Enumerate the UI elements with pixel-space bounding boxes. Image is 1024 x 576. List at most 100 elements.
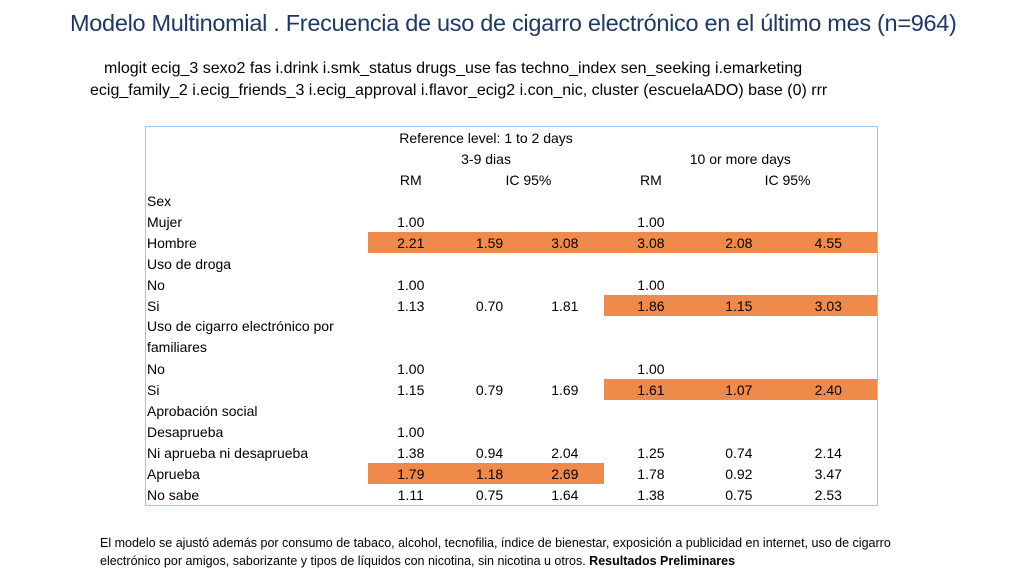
row-value: 0.94	[475, 444, 504, 461]
row-value	[526, 253, 604, 274]
table-row: Uso de droga	[146, 253, 877, 274]
row-label: Mujer	[147, 213, 183, 230]
table-row: Uso de cigarro electrónico por familiare…	[146, 316, 877, 358]
row-value: 0.79	[475, 381, 504, 398]
row-value: 1.00	[397, 423, 425, 440]
header-row-reference: Reference level: 1 to 2 days	[146, 127, 877, 148]
col-header-rm-2: RM	[640, 171, 662, 188]
row-value	[526, 211, 604, 232]
row-value	[368, 190, 453, 211]
table-row: Si 1.15 0.79 1.69 1.61 1.07 2.40	[146, 379, 877, 400]
results-table: Reference level: 1 to 2 days 3-9 dias 10…	[145, 126, 878, 506]
row-value: 1.69	[551, 381, 579, 398]
col-header-ic-2: IC 95%	[764, 171, 811, 188]
row-value	[780, 358, 877, 379]
row-value	[453, 358, 526, 379]
row-value: 1.18	[453, 463, 526, 484]
footnote-bold: Resultados Preliminares	[589, 554, 736, 568]
row-value: 1.00	[637, 360, 665, 377]
row-label: Aprueba	[147, 465, 200, 482]
row-value: 0.75	[475, 486, 504, 503]
row-value: 3.03	[779, 295, 877, 316]
row-value	[698, 274, 780, 295]
row-value	[780, 253, 877, 274]
table-row: Aprueba 1.79 1.18 2.69 1.78 0.92 3.47	[146, 463, 877, 484]
row-value	[526, 421, 604, 442]
row-value: 1.38	[637, 486, 665, 503]
group-header-10-plus: 10 or more days	[689, 150, 791, 167]
row-label: Ni aprueba ni desaprueba	[147, 444, 309, 461]
row-value: 0.75	[725, 486, 753, 503]
row-label: Uso de cigarro electrónico por familiare…	[147, 318, 334, 355]
row-value	[780, 316, 877, 358]
row-value	[368, 400, 453, 421]
row-value	[698, 253, 780, 274]
table-row: No 1.00 1.00	[146, 358, 877, 379]
row-label: No	[147, 360, 165, 377]
row-value: 2.04	[551, 444, 579, 461]
row-value: 1.25	[637, 444, 665, 461]
row-value	[526, 274, 604, 295]
row-value	[780, 190, 877, 211]
row-label: No	[147, 276, 165, 293]
group-header-3-9: 3-9 dias	[461, 150, 511, 167]
footnote: El modelo se ajustó además por consumo d…	[100, 534, 900, 570]
row-value	[453, 253, 526, 274]
row-value: 2.40	[779, 379, 877, 400]
row-value	[368, 253, 453, 274]
row-value	[604, 421, 698, 442]
row-value: 1.15	[397, 381, 425, 398]
row-value	[604, 316, 698, 358]
row-value: 3.08	[525, 232, 604, 253]
row-label: Sex	[147, 192, 172, 209]
row-value	[698, 211, 780, 232]
row-label: Uso de droga	[147, 255, 232, 272]
row-value	[780, 211, 877, 232]
row-value: 1.64	[551, 486, 579, 503]
slide-title: Modelo Multinomial . Frecuencia de uso d…	[70, 10, 957, 36]
row-value: 0.70	[475, 297, 504, 314]
row-label: Aprobación social	[147, 402, 258, 419]
row-value	[526, 190, 604, 211]
row-value: 1.78	[637, 465, 665, 482]
row-value: 1.59	[453, 232, 526, 253]
row-value	[780, 400, 877, 421]
table-row: Ni aprueba ni desaprueba 1.38 0.94 2.04 1.25…	[146, 442, 877, 463]
table-row: Hombre 2.21 1.59 3.08 3.08 2.08 4.55	[146, 232, 877, 253]
row-value	[780, 421, 877, 442]
row-label: No sabe	[147, 486, 200, 503]
row-value	[698, 358, 780, 379]
row-value: 1.38	[397, 444, 425, 461]
row-value: 1.79	[368, 463, 454, 484]
row-value: 1.00	[637, 213, 665, 230]
row-value: 3.47	[814, 465, 842, 482]
stata-command: mlogit ecig_3 sexo2 fas i.drink i.smk_st…	[90, 58, 960, 102]
row-value: 1.15	[698, 295, 780, 316]
table-row: No sabe 1.11 0.75 1.64 1.38 0.75 2.53	[146, 484, 877, 505]
row-value: 1.07	[698, 379, 780, 400]
row-label: Desaprueba	[147, 423, 224, 440]
row-value	[453, 316, 526, 358]
row-value: 1.86	[603, 295, 699, 316]
results-table-body: Reference level: 1 to 2 days 3-9 dias 10…	[146, 127, 877, 505]
row-value: 1.00	[637, 276, 665, 293]
row-value: 1.11	[397, 486, 424, 503]
col-header-ic-1: IC 95%	[505, 171, 552, 188]
row-value: 1.00	[397, 213, 425, 230]
row-value	[453, 274, 526, 295]
row-value: 1.61	[603, 379, 699, 400]
header-row-groups: 3-9 dias 10 or more days	[146, 148, 877, 169]
row-value	[453, 400, 526, 421]
row-label: Hombre	[147, 234, 197, 251]
row-value: 2.53	[814, 486, 842, 503]
row-value	[453, 421, 526, 442]
row-value: 2.08	[698, 232, 780, 253]
row-value	[604, 190, 698, 211]
row-value: 1.13	[397, 297, 425, 314]
row-value: 2.14	[814, 444, 842, 461]
command-line-2: ecig_family_2 i.ecig_friends_3 i.ecig_ap…	[90, 82, 828, 99]
row-value: 2.21	[368, 232, 454, 253]
row-value: 0.74	[725, 444, 753, 461]
footnote-text: El modelo se ajustó además por consumo d…	[100, 536, 891, 568]
row-value	[698, 421, 780, 442]
